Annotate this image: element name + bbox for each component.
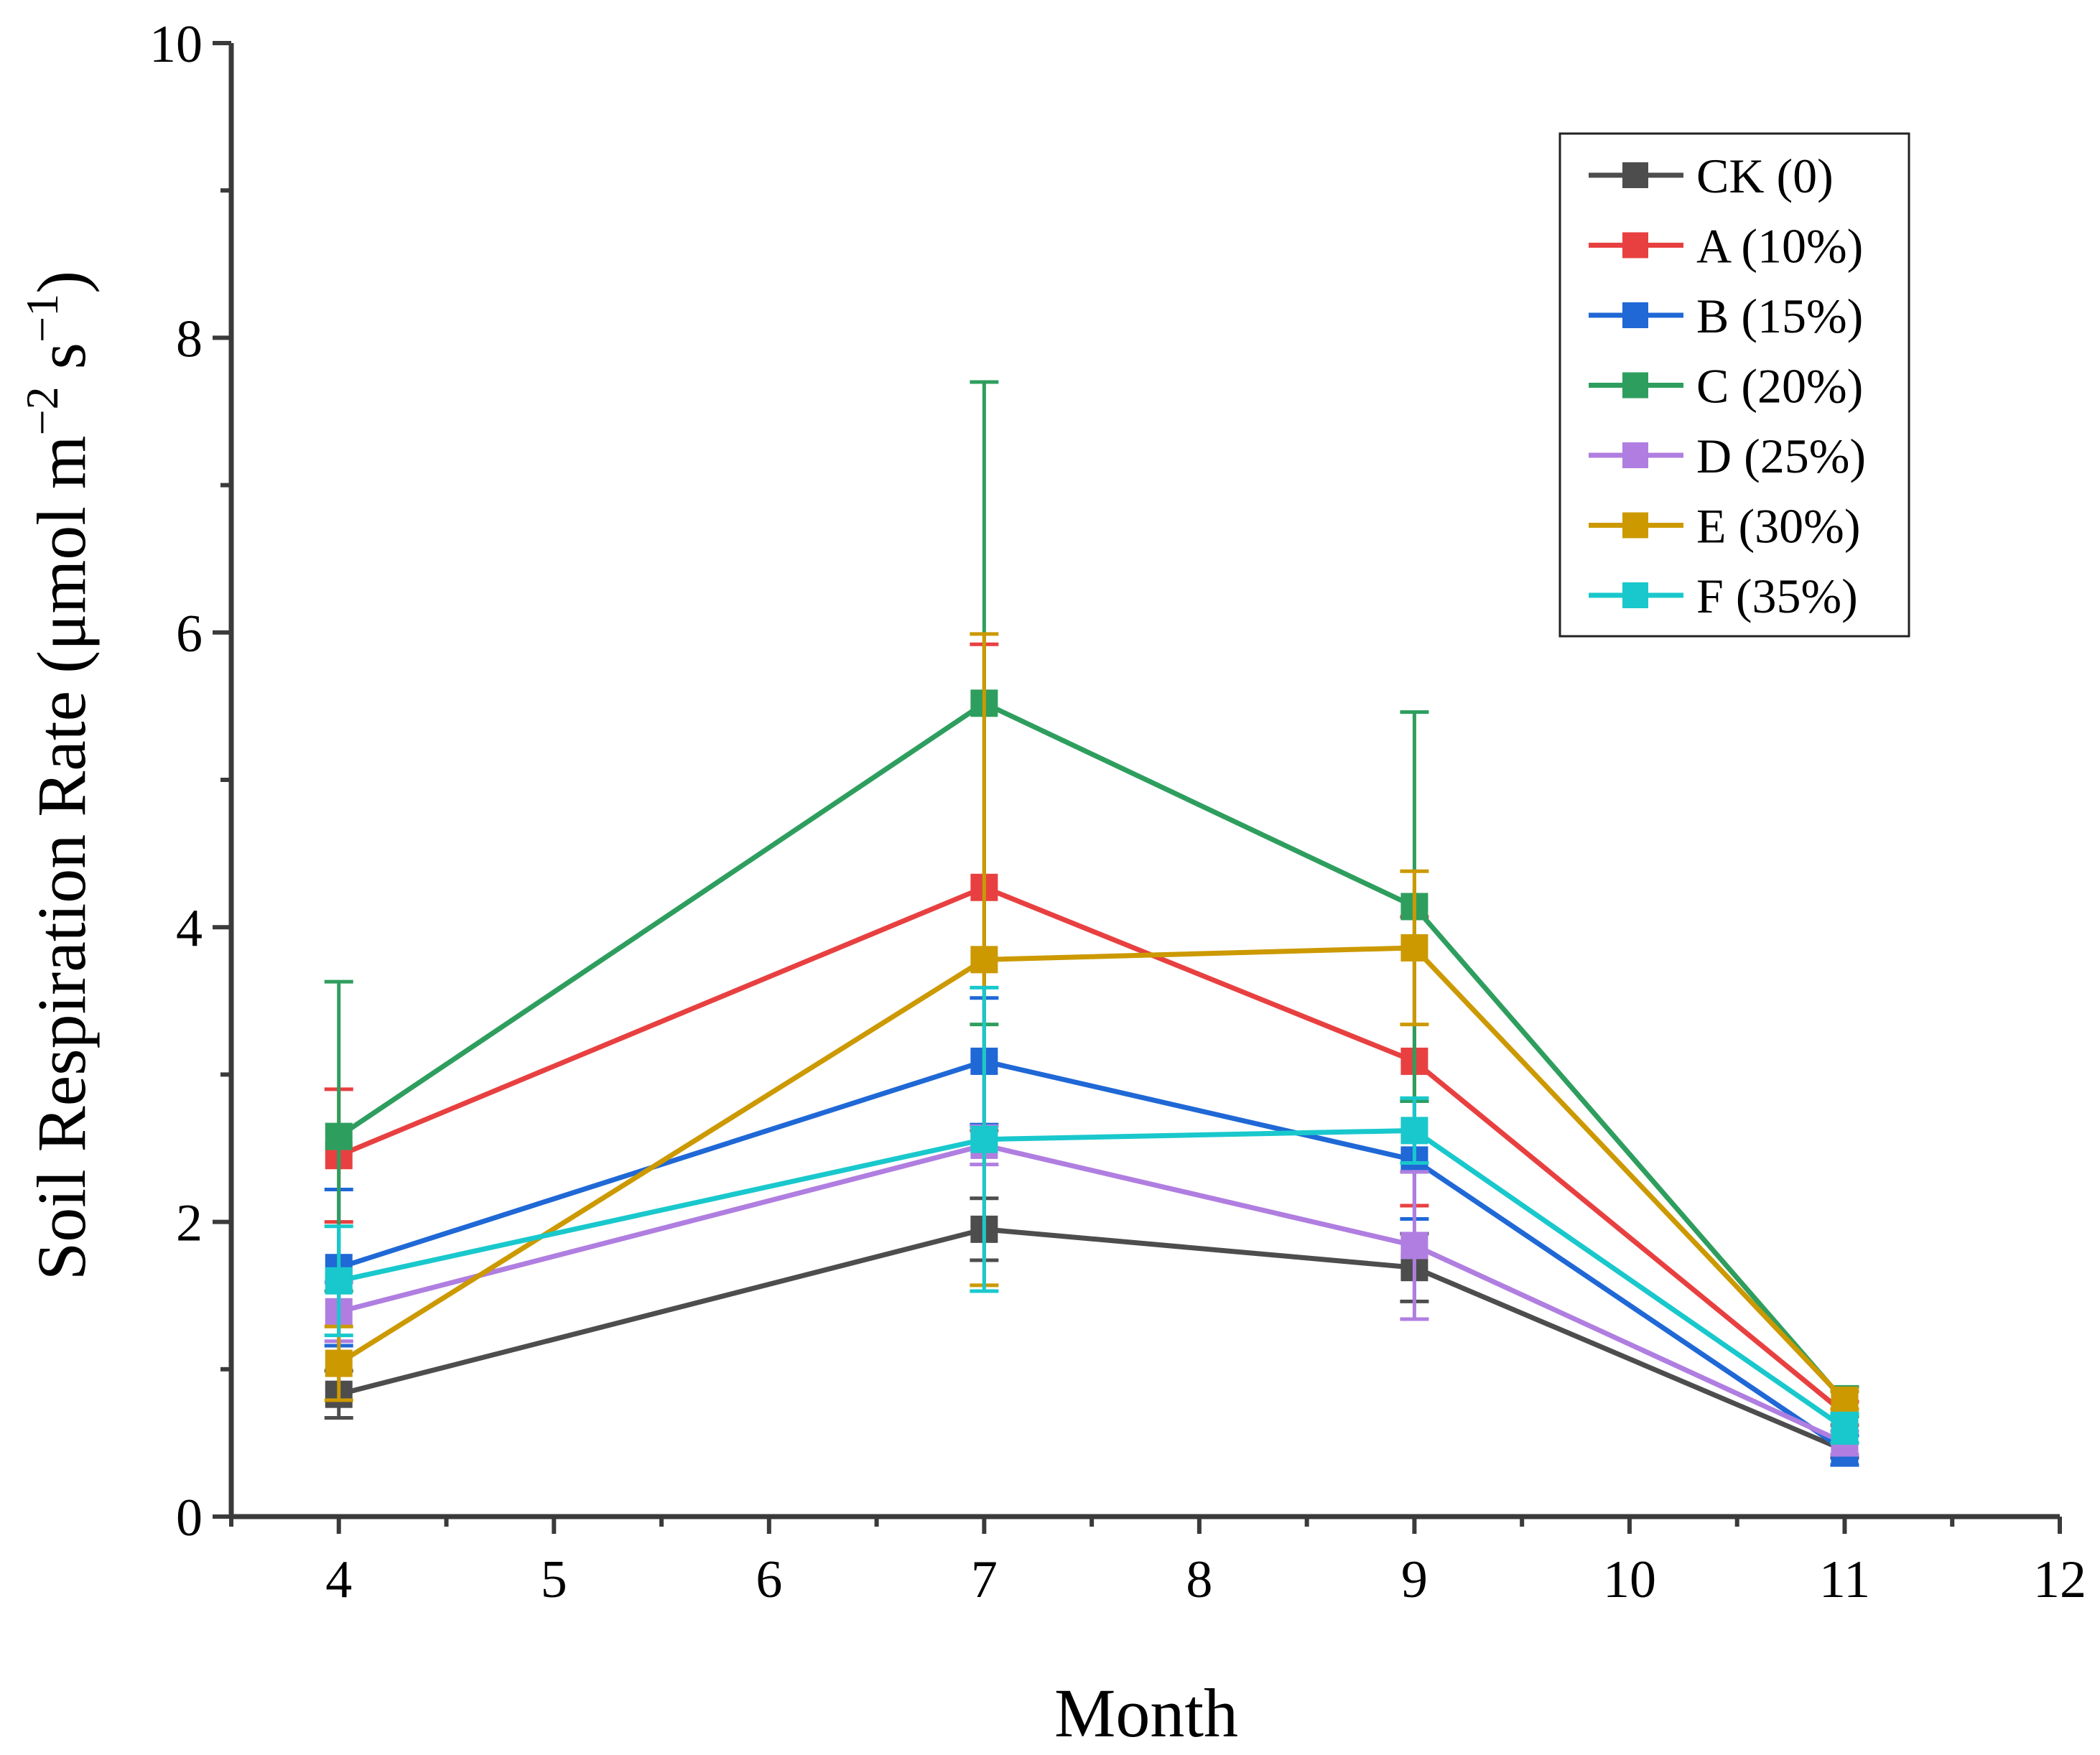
legend-item: CK (0) — [1589, 149, 1834, 203]
legend-label: C (20%) — [1696, 359, 1863, 414]
legend-item: B (15%) — [1589, 289, 1863, 343]
legend-item: F (35%) — [1589, 569, 1858, 623]
legend: CK (0) A (10%) B (15%) C (20%) D (25%) E (30%… — [1558, 132, 1910, 638]
legend-marker — [1622, 442, 1648, 468]
series-line — [338, 1127, 1846, 1430]
legend-label: B (15%) — [1696, 289, 1863, 343]
data-point-marker — [1400, 1232, 1428, 1260]
axes-layer: 4 5 6 7 8 9 10 11 12 0 2 4 6 8 10 — [149, 15, 2086, 1609]
y-axis-title-main: Soil Respiration Rate (μmol m — [23, 435, 100, 1280]
data-point-marker — [325, 1122, 353, 1150]
y-tick-label: 2 — [176, 1194, 203, 1253]
y-tick-label: 4 — [176, 899, 203, 958]
x-tick-label: 9 — [1401, 1550, 1428, 1609]
y-axis-title-sup-2: −1 — [17, 294, 68, 343]
y-tick-label: 8 — [176, 309, 203, 368]
x-tick-label: 6 — [756, 1550, 782, 1609]
series-1 — [324, 642, 1859, 1428]
y-axis-title: Soil Respiration Rate (μmol m−2 s−1) — [17, 271, 100, 1280]
y-axis-title-sup-1: −2 — [17, 386, 68, 435]
series-line — [338, 885, 1846, 1416]
legend-marker — [1622, 372, 1648, 399]
y-axis-title-mid: s — [23, 343, 100, 386]
data-point-marker — [1400, 934, 1428, 962]
series-layer — [324, 380, 1859, 1467]
legend-label: F (35%) — [1696, 569, 1858, 623]
legend-label: E (30%) — [1696, 499, 1860, 554]
series-line — [338, 1226, 1846, 1453]
legend-label: CK (0) — [1696, 149, 1834, 203]
data-point-marker — [970, 1125, 998, 1153]
legend-marker — [1622, 232, 1648, 259]
legend-marker — [1622, 582, 1648, 608]
x-tick-label: 4 — [325, 1550, 352, 1609]
data-point-marker — [1831, 1386, 1859, 1414]
legend-item: E (30%) — [1589, 499, 1860, 554]
legend-marker — [1622, 302, 1648, 328]
data-point-marker — [325, 1349, 353, 1377]
data-point-marker — [1400, 1117, 1428, 1145]
y-tick-label: 6 — [176, 605, 203, 664]
series-line — [338, 1142, 1846, 1446]
data-point-marker — [1831, 1414, 1859, 1442]
x-tick-label: 8 — [1186, 1550, 1212, 1609]
y-axis-title-end: ) — [23, 271, 100, 294]
series-5 — [324, 632, 1859, 1414]
legend-marker — [1622, 512, 1648, 539]
series-line — [337, 945, 1847, 1402]
x-tick-label: 12 — [2033, 1550, 2086, 1609]
x-tick-label: 11 — [1819, 1550, 1870, 1609]
x-axis-title: Month — [1054, 1675, 1238, 1751]
legend-item: D (25%) — [1589, 429, 1866, 483]
data-point-marker — [325, 1267, 353, 1295]
x-tick-label: 5 — [541, 1550, 567, 1609]
y-tick-label: 10 — [149, 15, 203, 74]
x-tick-label: 10 — [1603, 1550, 1656, 1609]
data-point-marker — [970, 946, 998, 974]
legend-label: D (25%) — [1696, 429, 1866, 483]
series-line — [337, 700, 1847, 1404]
legend-marker — [1622, 162, 1648, 188]
series-6 — [324, 985, 1859, 1445]
legend-item: A (10%) — [1589, 219, 1863, 274]
legend-item: C (20%) — [1589, 359, 1863, 414]
y-tick-label: 0 — [176, 1489, 203, 1547]
x-tick-label: 7 — [971, 1550, 998, 1609]
legend-label: A (10%) — [1696, 219, 1863, 274]
